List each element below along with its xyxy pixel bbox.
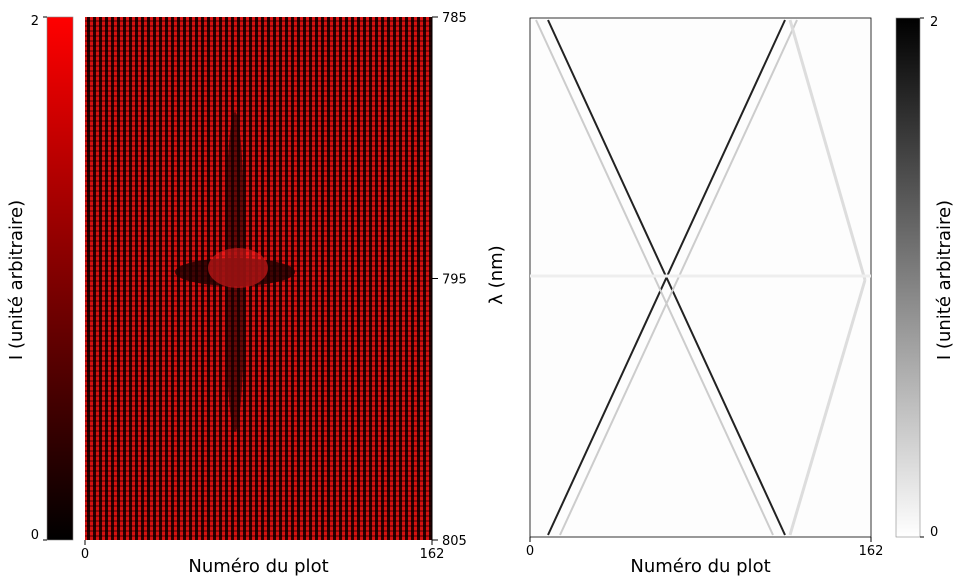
colorbar-tick-label: 0	[31, 528, 39, 543]
right-heatmap-image	[529, 17, 872, 538]
colorbar-tick-label: 2	[31, 14, 39, 29]
y-tick-label: 805	[442, 534, 467, 549]
colorbar	[46, 16, 74, 541]
x-tick-label: 0	[526, 544, 534, 559]
colorbar	[895, 17, 921, 538]
x-axis-label: Numéro du plot	[188, 556, 328, 577]
y-axis-label: λ (nm)	[486, 245, 507, 304]
colorbar-tick-label: 2	[930, 15, 938, 30]
left-heatmap-image	[85, 17, 432, 540]
x-tick-label: 0	[81, 547, 89, 562]
colorbar-label: I (unité arbitraire)	[934, 200, 955, 360]
colorbar-label: I (unité arbitraire)	[6, 200, 27, 360]
colorbar-tick-label: 0	[930, 525, 938, 540]
x-tick-label: 162	[859, 544, 884, 559]
y-tick-label: 785	[442, 11, 467, 26]
y-tick-label: 795	[442, 273, 467, 288]
x-tick-label: 162	[420, 547, 445, 562]
x-axis-label: Numéro du plot	[630, 556, 770, 577]
